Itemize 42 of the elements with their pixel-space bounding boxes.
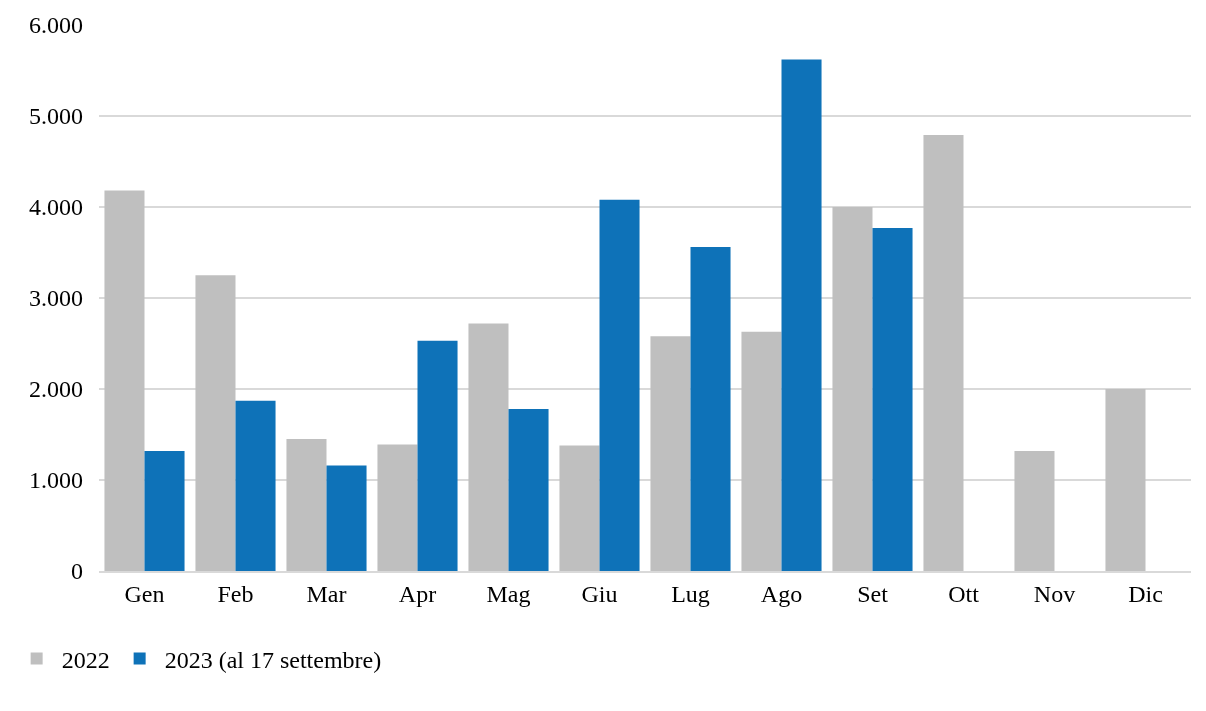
x-tick-label: Ott [948, 580, 980, 607]
legend-label: 2023 (al 17 settembre) [164, 646, 382, 673]
y-tick-label: 1.000 [29, 467, 83, 494]
bar [690, 247, 731, 571]
bar [417, 340, 458, 571]
bar [377, 444, 418, 571]
bar [832, 207, 873, 571]
x-tick-label: Feb [217, 580, 254, 607]
bar [468, 323, 509, 571]
x-tick-label: Nov [1033, 580, 1076, 607]
bar [872, 227, 913, 571]
bar [1105, 389, 1146, 571]
x-tick-label: Lug [671, 580, 710, 607]
x-tick-label: Dic [1128, 580, 1163, 607]
bar [599, 199, 640, 571]
y-tick-label: 2.000 [29, 376, 83, 403]
y-tick-label: 0 [71, 558, 83, 585]
y-tick-label: 5.000 [29, 103, 83, 130]
bar [286, 439, 327, 571]
x-tick-label: Mag [486, 580, 531, 607]
x-tick-label: Gen [124, 580, 165, 607]
bar [235, 400, 276, 571]
bar [650, 336, 691, 571]
y-tick-label: 3.000 [29, 285, 83, 312]
x-tick-label: Set [857, 580, 889, 607]
bar [195, 275, 236, 571]
x-tick-label: Mar [306, 580, 347, 607]
x-tick-label: Apr [398, 580, 437, 607]
y-tick-label: 4.000 [29, 194, 83, 221]
bar [781, 59, 822, 571]
bar [1014, 450, 1055, 571]
bar [923, 135, 964, 571]
legend-label: 2022 [61, 646, 110, 673]
bar [104, 190, 145, 571]
x-tick-label: Giu [581, 580, 618, 607]
bar [508, 409, 549, 571]
bar [559, 445, 600, 571]
bar [326, 465, 367, 571]
y-tick-label: 6.000 [29, 12, 83, 39]
bar [144, 450, 185, 571]
bar [741, 331, 782, 571]
x-tick-label: Ago [760, 580, 803, 607]
